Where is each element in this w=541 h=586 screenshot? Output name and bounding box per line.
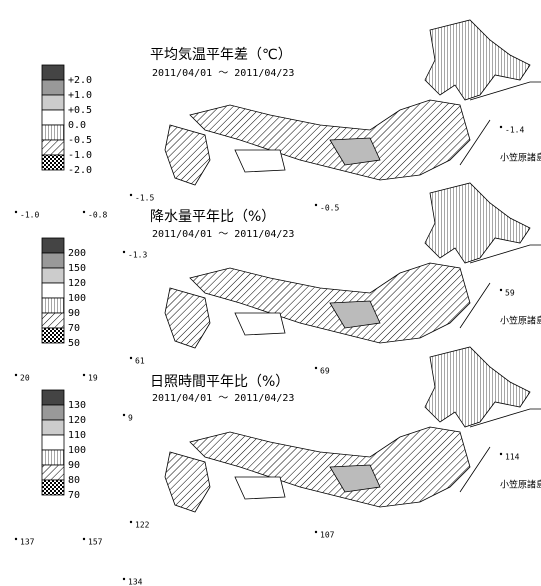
map-period: 2011/04/01 ～ 2011/04/23 — [152, 229, 294, 240]
legend-label: 100 — [68, 445, 86, 456]
station-value: 59 — [505, 289, 515, 298]
legend-label: 130 — [68, 400, 86, 411]
legend-swatch — [42, 125, 64, 140]
legend-swatch — [42, 435, 64, 450]
map-period: 2011/04/01 ～ 2011/04/23 — [152, 393, 294, 404]
station-value: 137 — [20, 538, 35, 547]
legend-label: 100 — [68, 293, 86, 304]
legend-swatch — [42, 405, 64, 420]
legend-label: 150 — [68, 263, 86, 274]
island — [130, 521, 132, 523]
legend-label: 50 — [68, 338, 80, 349]
ogasawara-label: 小笠原諸島 — [500, 152, 541, 164]
legend-swatch — [42, 95, 64, 110]
legend-swatch — [42, 80, 64, 95]
legend-label: +0.5 — [68, 105, 92, 116]
legend-swatch — [42, 65, 64, 80]
legend-swatch — [42, 155, 64, 170]
legend-swatch — [42, 140, 64, 155]
station-value: -1.0 — [20, 211, 39, 220]
legend-swatch — [42, 268, 64, 283]
legend-label: 70 — [68, 323, 80, 334]
map-title: 平均気温平年差（℃） — [150, 47, 292, 63]
island — [123, 414, 125, 416]
station-value: 134 — [128, 578, 143, 586]
island — [15, 538, 17, 540]
legend-label: -2.0 — [68, 165, 92, 176]
station-value: 122 — [135, 521, 150, 530]
island — [123, 578, 125, 580]
island — [83, 374, 85, 376]
station-value: -1.5 — [135, 194, 154, 203]
legend-label: +1.0 — [68, 90, 92, 101]
map-period: 2011/04/01 ～ 2011/04/23 — [152, 68, 294, 79]
legend-swatch — [42, 313, 64, 328]
station-value: -1.3 — [128, 251, 147, 260]
legend-swatch — [42, 328, 64, 343]
station-value: 69 — [320, 367, 330, 376]
ogasawara-label: 小笠原諸島 — [500, 315, 541, 327]
legend-swatch — [42, 450, 64, 465]
station-value: -1.4 — [505, 126, 524, 135]
station-value: -0.5 — [320, 204, 339, 213]
station-value: 61 — [135, 357, 145, 366]
station-value: 107 — [320, 531, 335, 540]
legend-swatch — [42, 420, 64, 435]
legend-label: 80 — [68, 475, 80, 486]
island — [315, 367, 317, 369]
legend-label: -0.5 — [68, 135, 92, 146]
japan-map — [165, 183, 541, 348]
station-value: 114 — [505, 453, 520, 462]
island — [130, 194, 132, 196]
legend-swatch — [42, 465, 64, 480]
island — [123, 251, 125, 253]
station-value: 9 — [128, 414, 133, 423]
legend-label: 0.0 — [68, 120, 86, 131]
legend-label: 120 — [68, 415, 86, 426]
island — [130, 357, 132, 359]
legend-swatch — [42, 283, 64, 298]
map-title: 降水量平年比（%） — [150, 209, 275, 225]
station-value: -0.8 — [88, 211, 107, 220]
legend-label: 70 — [68, 490, 80, 501]
island — [500, 453, 502, 455]
island — [15, 211, 17, 213]
legend-label: 120 — [68, 278, 86, 289]
legend-swatch — [42, 390, 64, 405]
legend-label: +2.0 — [68, 75, 92, 86]
legend-swatch — [42, 298, 64, 313]
legend-swatch — [42, 480, 64, 495]
legend-swatch — [42, 253, 64, 268]
climate-maps: 平均気温平年差（℃） 2011/04/01 ～ 2011/04/23 +2.0 +1.… — [0, 0, 541, 586]
japan-map — [165, 20, 541, 185]
station-value: 157 — [88, 538, 103, 547]
island — [500, 126, 502, 128]
station-value: 20 — [20, 374, 30, 383]
legend-label: 200 — [68, 248, 86, 259]
ogasawara-label: 小笠原諸島 — [500, 479, 541, 491]
legend-label: 90 — [68, 460, 80, 471]
island — [315, 204, 317, 206]
legend-swatch — [42, 110, 64, 125]
map-title: 日照時間平年比（%） — [150, 374, 289, 390]
island — [315, 531, 317, 533]
island — [500, 289, 502, 291]
island — [15, 374, 17, 376]
japan-map — [165, 347, 541, 512]
legend-label: -1.0 — [68, 150, 92, 161]
station-value: 19 — [88, 374, 98, 383]
legend-label: 110 — [68, 430, 86, 441]
island — [83, 211, 85, 213]
legend-label: 90 — [68, 308, 80, 319]
island — [83, 538, 85, 540]
legend-swatch — [42, 238, 64, 253]
